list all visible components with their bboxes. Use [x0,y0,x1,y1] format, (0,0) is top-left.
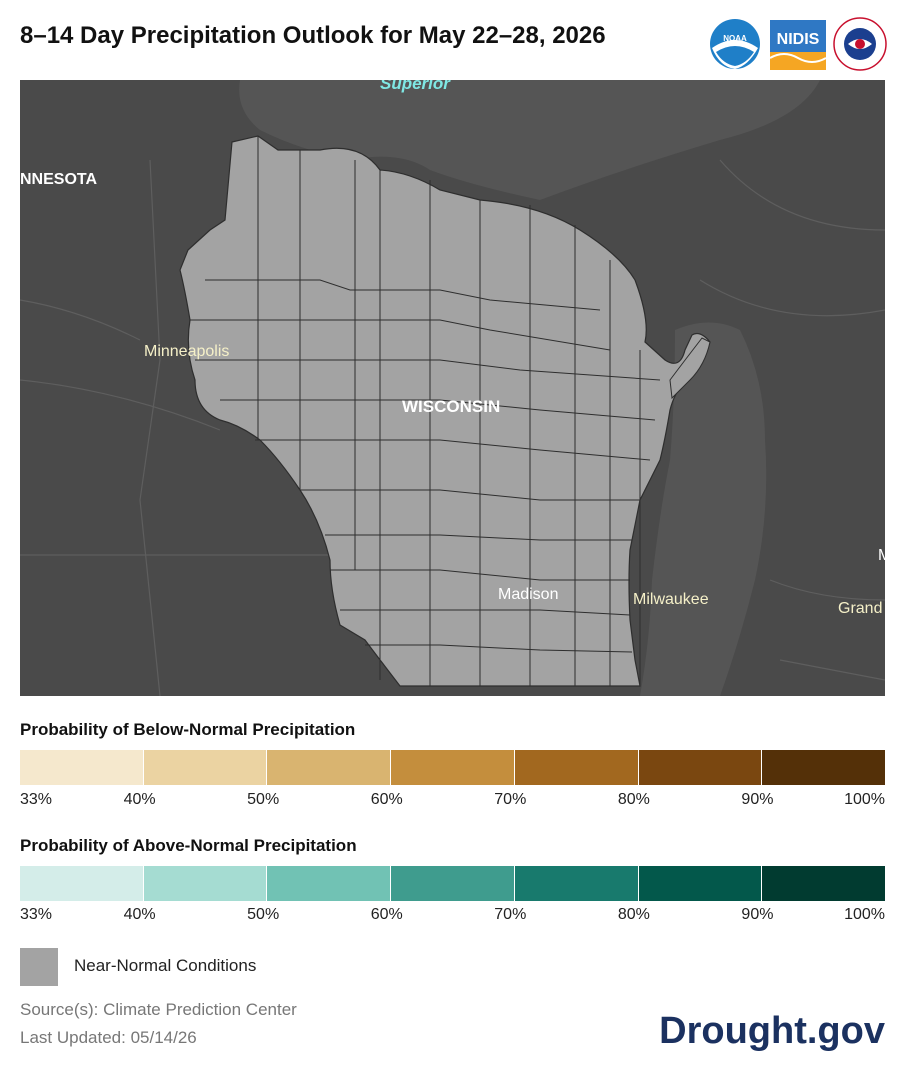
label-milwaukee: Milwaukee [633,591,709,608]
logo-group: NOAA NIDIS [708,14,888,74]
legend-swatch [638,750,763,785]
noaa-logo-text: NOAA [723,34,747,43]
legend-above-title: Probability of Above-Normal Precipitatio… [20,836,357,855]
near-normal-label: Near-Normal Conditions [74,956,257,975]
legend-tick-label: 80% [617,906,650,923]
legend-tick-label: 100% [844,906,885,923]
legend-tick-label: 60% [370,906,403,923]
legend-tick-label: 33% [20,791,53,808]
legend-tick-label: 40% [123,906,156,923]
label-minnesota: NNESOTA [20,171,97,188]
legend-swatch [762,866,886,901]
legend-swatch [143,750,268,785]
legend-below-title: Probability of Below-Normal Precipitatio… [20,720,356,739]
legend-below-ticks: 33% 40% 50% 60% 70% 80% 90% 100% [20,791,885,811]
nws-logo-icon [833,17,887,71]
legend-above-bar [20,866,886,901]
legend-tick-label: 33% [20,906,53,923]
last-updated-text: Last Updated: 05/14/26 [20,1028,197,1047]
legend-tick-label: 40% [123,791,156,808]
legend-tick-label: 60% [370,791,403,808]
legend-tick-label: 50% [247,906,280,923]
legend-tick-label: 50% [247,791,280,808]
label-wisconsin: WISCONSIN [402,397,500,416]
lake-superior [239,80,820,200]
legend-below-bar [20,750,886,785]
legend-swatch [391,866,515,901]
legend-swatch [638,866,763,901]
lake-michigan [640,322,767,696]
legend-swatch [20,750,144,785]
legend-swatch [267,750,392,785]
county-lines [190,136,661,686]
legend-tick-label: 100% [844,791,885,808]
wisconsin-state[interactable] [179,135,711,687]
page-title: 8–14 Day Precipitation Outlook for May 2… [20,22,606,49]
noaa-logo-icon: NOAA [710,19,760,69]
legend-swatch [514,866,639,901]
legend-swatch [20,866,144,901]
legend-swatch [762,750,886,785]
legend-tick-label: 70% [494,791,527,808]
brand-link[interactable]: Drought.gov [659,1010,885,1052]
label-grand: Grand [838,600,882,617]
nidis-logo-text: NIDIS [777,31,820,48]
near-normal-swatch [20,948,58,986]
map[interactable]: Superior NNESOTA Minneapolis WISCONSIN M… [20,80,885,696]
label-superior: Superior [380,80,451,93]
label-m: M [878,547,885,564]
legend-tick-label: 90% [741,906,774,923]
legend-tick-label: 90% [741,791,774,808]
legend-swatch [143,866,268,901]
nidis-logo-icon: NIDIS [769,20,827,70]
legend-swatch [514,750,639,785]
legend-swatch [267,866,392,901]
label-madison: Madison [498,586,558,603]
label-minneapolis: Minneapolis [144,343,229,360]
source-text: Source(s): Climate Prediction Center [20,1000,297,1019]
legend-swatch [391,750,515,785]
legend-tick-label: 70% [494,906,527,923]
legend-tick-label: 80% [617,791,650,808]
legend-above-ticks: 33% 40% 50% 60% 70% 80% 90% 100% [20,906,885,926]
